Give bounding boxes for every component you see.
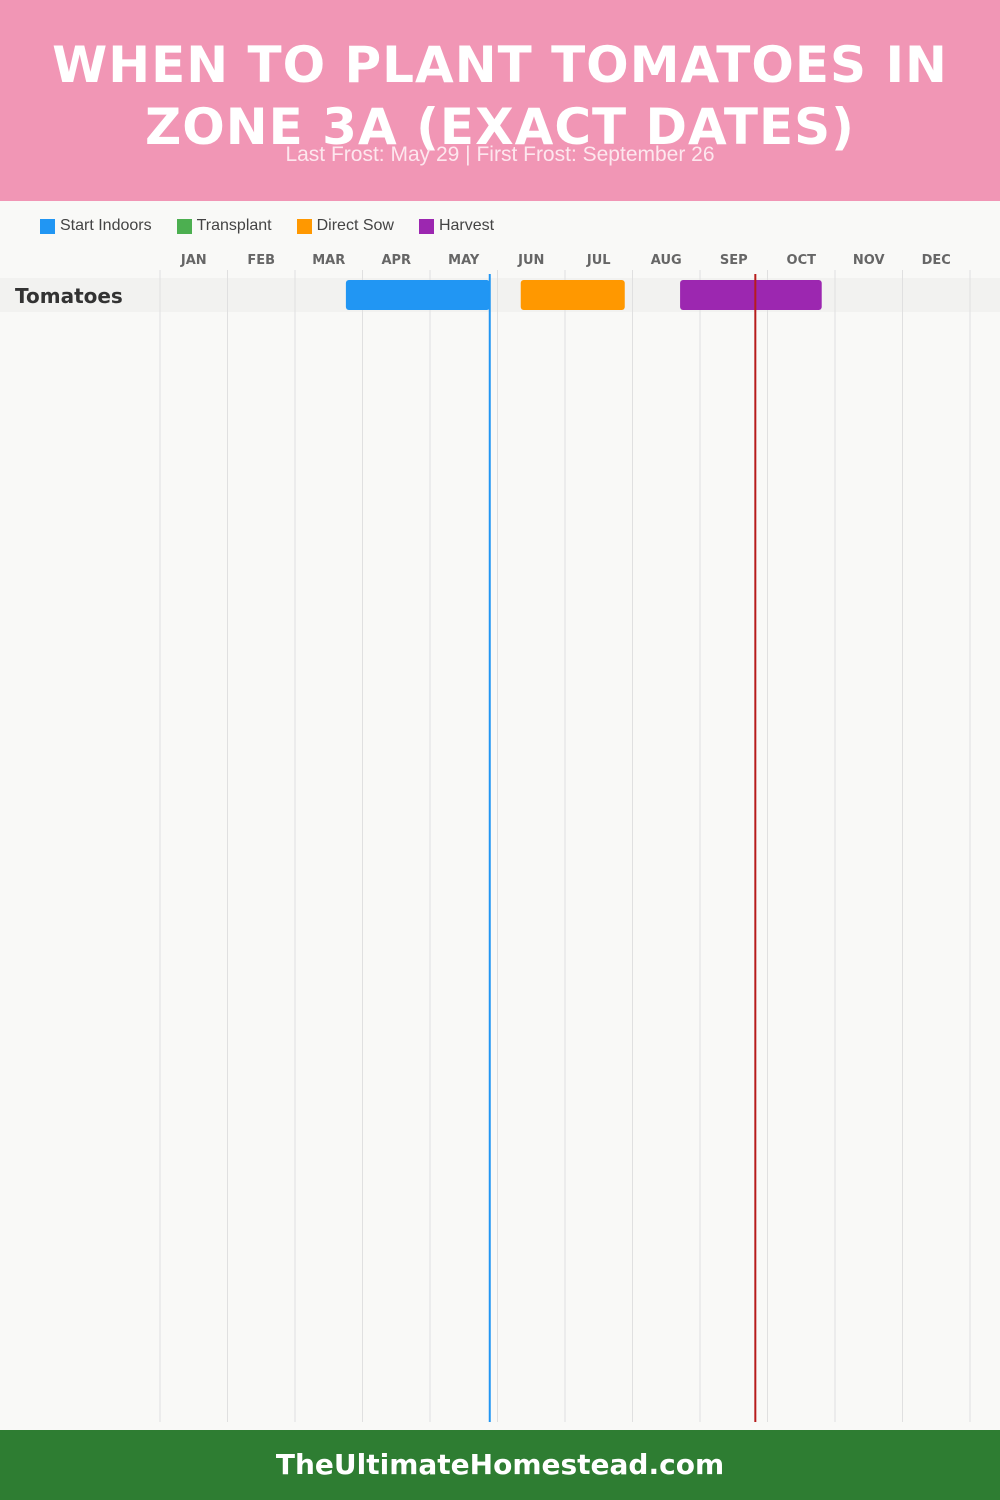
- month-label-mar: MAR: [312, 253, 345, 268]
- month-label-aug: AUG: [651, 253, 682, 268]
- header-banner: When to Plant Tomatoes in Zone 3a (Exact…: [0, 0, 1000, 201]
- legend-swatch-direct-sow: [296, 218, 312, 234]
- month-label-dec: DEC: [922, 253, 951, 268]
- legend-swatch-transplant: [176, 218, 192, 234]
- month-label-feb: FEB: [247, 253, 275, 268]
- month-label-nov: NOV: [853, 253, 885, 268]
- row-band-tomatoes: [0, 278, 1000, 312]
- chart-legend: Start Indoors Transplant Direct Sow Harv…: [40, 214, 519, 238]
- month-label-oct: OCT: [787, 253, 817, 268]
- frost-dates-subtitle: Last Frost: May 29 | First Frost: Septem…: [285, 143, 715, 166]
- bar-start-indoors: [345, 280, 490, 310]
- row-label-tomatoes: Tomatoes: [15, 284, 123, 308]
- month-label-may: MAY: [448, 253, 480, 268]
- legend-swatch-start-indoors: [40, 218, 55, 234]
- planting-calendar-chart: JAN FEB MAR APR MAY JUN JUL AUG SEP OCT NOV DEC Toma…: [0, 253, 1000, 1422]
- site-link[interactable]: TheUltimateHomestead.com: [275, 1448, 725, 1481]
- legend-item-harvest: Harvest: [418, 217, 495, 235]
- legend-label-start-indoors: Start Indoors: [60, 217, 152, 234]
- month-label-jan: JAN: [180, 253, 207, 268]
- legend-swatch-harvest: [418, 218, 434, 234]
- legend-item-direct-sow: Direct Sow: [296, 217, 394, 235]
- legend-label-direct-sow: Direct Sow: [316, 217, 394, 234]
- legend-item-transplant: Transplant: [176, 217, 272, 235]
- bar-harvest: [680, 280, 822, 310]
- footer-banner: TheUltimateHomestead.com: [0, 1430, 1000, 1500]
- month-label-jun: JUN: [517, 253, 544, 268]
- bar-direct-sow: [520, 280, 625, 310]
- page-title: When to Plant Tomatoes in Zone 3a (Exact…: [52, 36, 948, 156]
- month-label-sep: SEP: [720, 253, 748, 268]
- legend-label-harvest: Harvest: [438, 217, 495, 234]
- legend-item-start-indoors: Start Indoors: [40, 217, 152, 235]
- month-label-jul: JUL: [586, 253, 611, 268]
- month-label-apr: APR: [381, 253, 411, 268]
- legend-label-transplant: Transplant: [196, 217, 272, 234]
